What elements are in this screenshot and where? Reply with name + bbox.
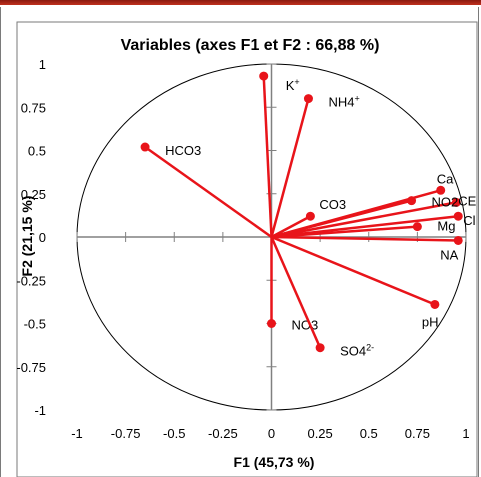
variable-label-ca: Ca	[437, 171, 454, 186]
x-tick-label: 0.75	[405, 426, 430, 441]
x-tick-label: -0.75	[111, 426, 141, 441]
variable-label-ce: CE	[458, 193, 476, 208]
loading-point-no3	[267, 319, 276, 328]
loading-vector-ph	[271, 235, 436, 306]
y-tick-label: -0.75	[16, 360, 46, 375]
variable-label-so4: SO42-	[340, 343, 374, 359]
variable-label-no3: NO3	[292, 318, 319, 333]
loading-vector-na	[271, 235, 459, 242]
loading-point-mg	[412, 222, 422, 232]
chart-frame	[0, 7, 479, 477]
loading-vector-ce	[271, 201, 457, 239]
y-tick-label: -0.5	[24, 317, 46, 332]
loading-vector-k	[262, 76, 273, 238]
x-tick-label: -0.5	[163, 426, 185, 441]
x-tick-label: -1	[71, 426, 83, 441]
loading-point-so4	[315, 343, 325, 353]
y-tick-label: 0.5	[28, 144, 46, 159]
variable-label-cl: Cl	[463, 213, 475, 228]
loading-point-ca	[436, 185, 446, 195]
chart-title: Variables (axes F1 et F2 : 66,88 %)	[121, 37, 380, 54]
variable-label-k: K+	[286, 77, 300, 93]
x-axis-title: F1 (45,73 %)	[234, 454, 315, 470]
variable-label-ph: pH	[422, 314, 439, 329]
plot-area: -1 -0.75 -0.5 -0.25 0 0.25 0.5 0.75 1 1 0.75 0.5 0.2…	[16, 21, 478, 477]
top-border-band	[0, 0, 481, 5]
loading-point-k	[259, 71, 269, 81]
y-tick-label: -1	[34, 403, 46, 418]
loading-point-na	[453, 235, 463, 245]
variable-label-na: NA	[440, 247, 458, 262]
x-tick-label: 0.25	[307, 426, 332, 441]
y-tick-label: 1	[39, 57, 46, 72]
variable-label-nh4: NH4+	[328, 94, 359, 110]
loading-vector-so4	[270, 236, 322, 349]
y-tick-label: 0	[39, 230, 46, 245]
y-tick-label: 0.75	[21, 100, 46, 115]
loading-point-ce	[451, 197, 461, 207]
loading-vector-hco3	[144, 146, 273, 239]
loading-vector-mg	[271, 225, 418, 239]
x-tick-label: -0.25	[208, 426, 238, 441]
loading-vector-co3	[270, 215, 311, 239]
x-tick-label: 0.5	[360, 426, 378, 441]
loading-point-nh4	[303, 94, 313, 104]
loading-vector-nh4	[270, 98, 310, 238]
loading-point-co3	[305, 211, 315, 221]
x-tick-label: 1	[462, 426, 469, 441]
loading-point-no2	[407, 196, 417, 206]
loading-point-hco3	[140, 142, 150, 152]
loading-point-ph	[430, 299, 440, 309]
variable-label-no2: NO2	[432, 195, 459, 210]
loading-vector-no2	[271, 199, 412, 239]
variable-label-co3: CO3	[319, 197, 346, 212]
variable-label-mg: Mg	[437, 219, 455, 234]
y-axis-title: F2 (21,15 %)	[19, 196, 35, 277]
loading-point-cl	[453, 211, 463, 221]
chart-border	[16, 21, 478, 477]
y-tick-label: -0.25	[16, 273, 46, 288]
x-tick-label: 0	[268, 426, 275, 441]
variable-label-hco3: HCO3	[165, 143, 201, 158]
y-tick-label: 0.25	[21, 187, 46, 202]
